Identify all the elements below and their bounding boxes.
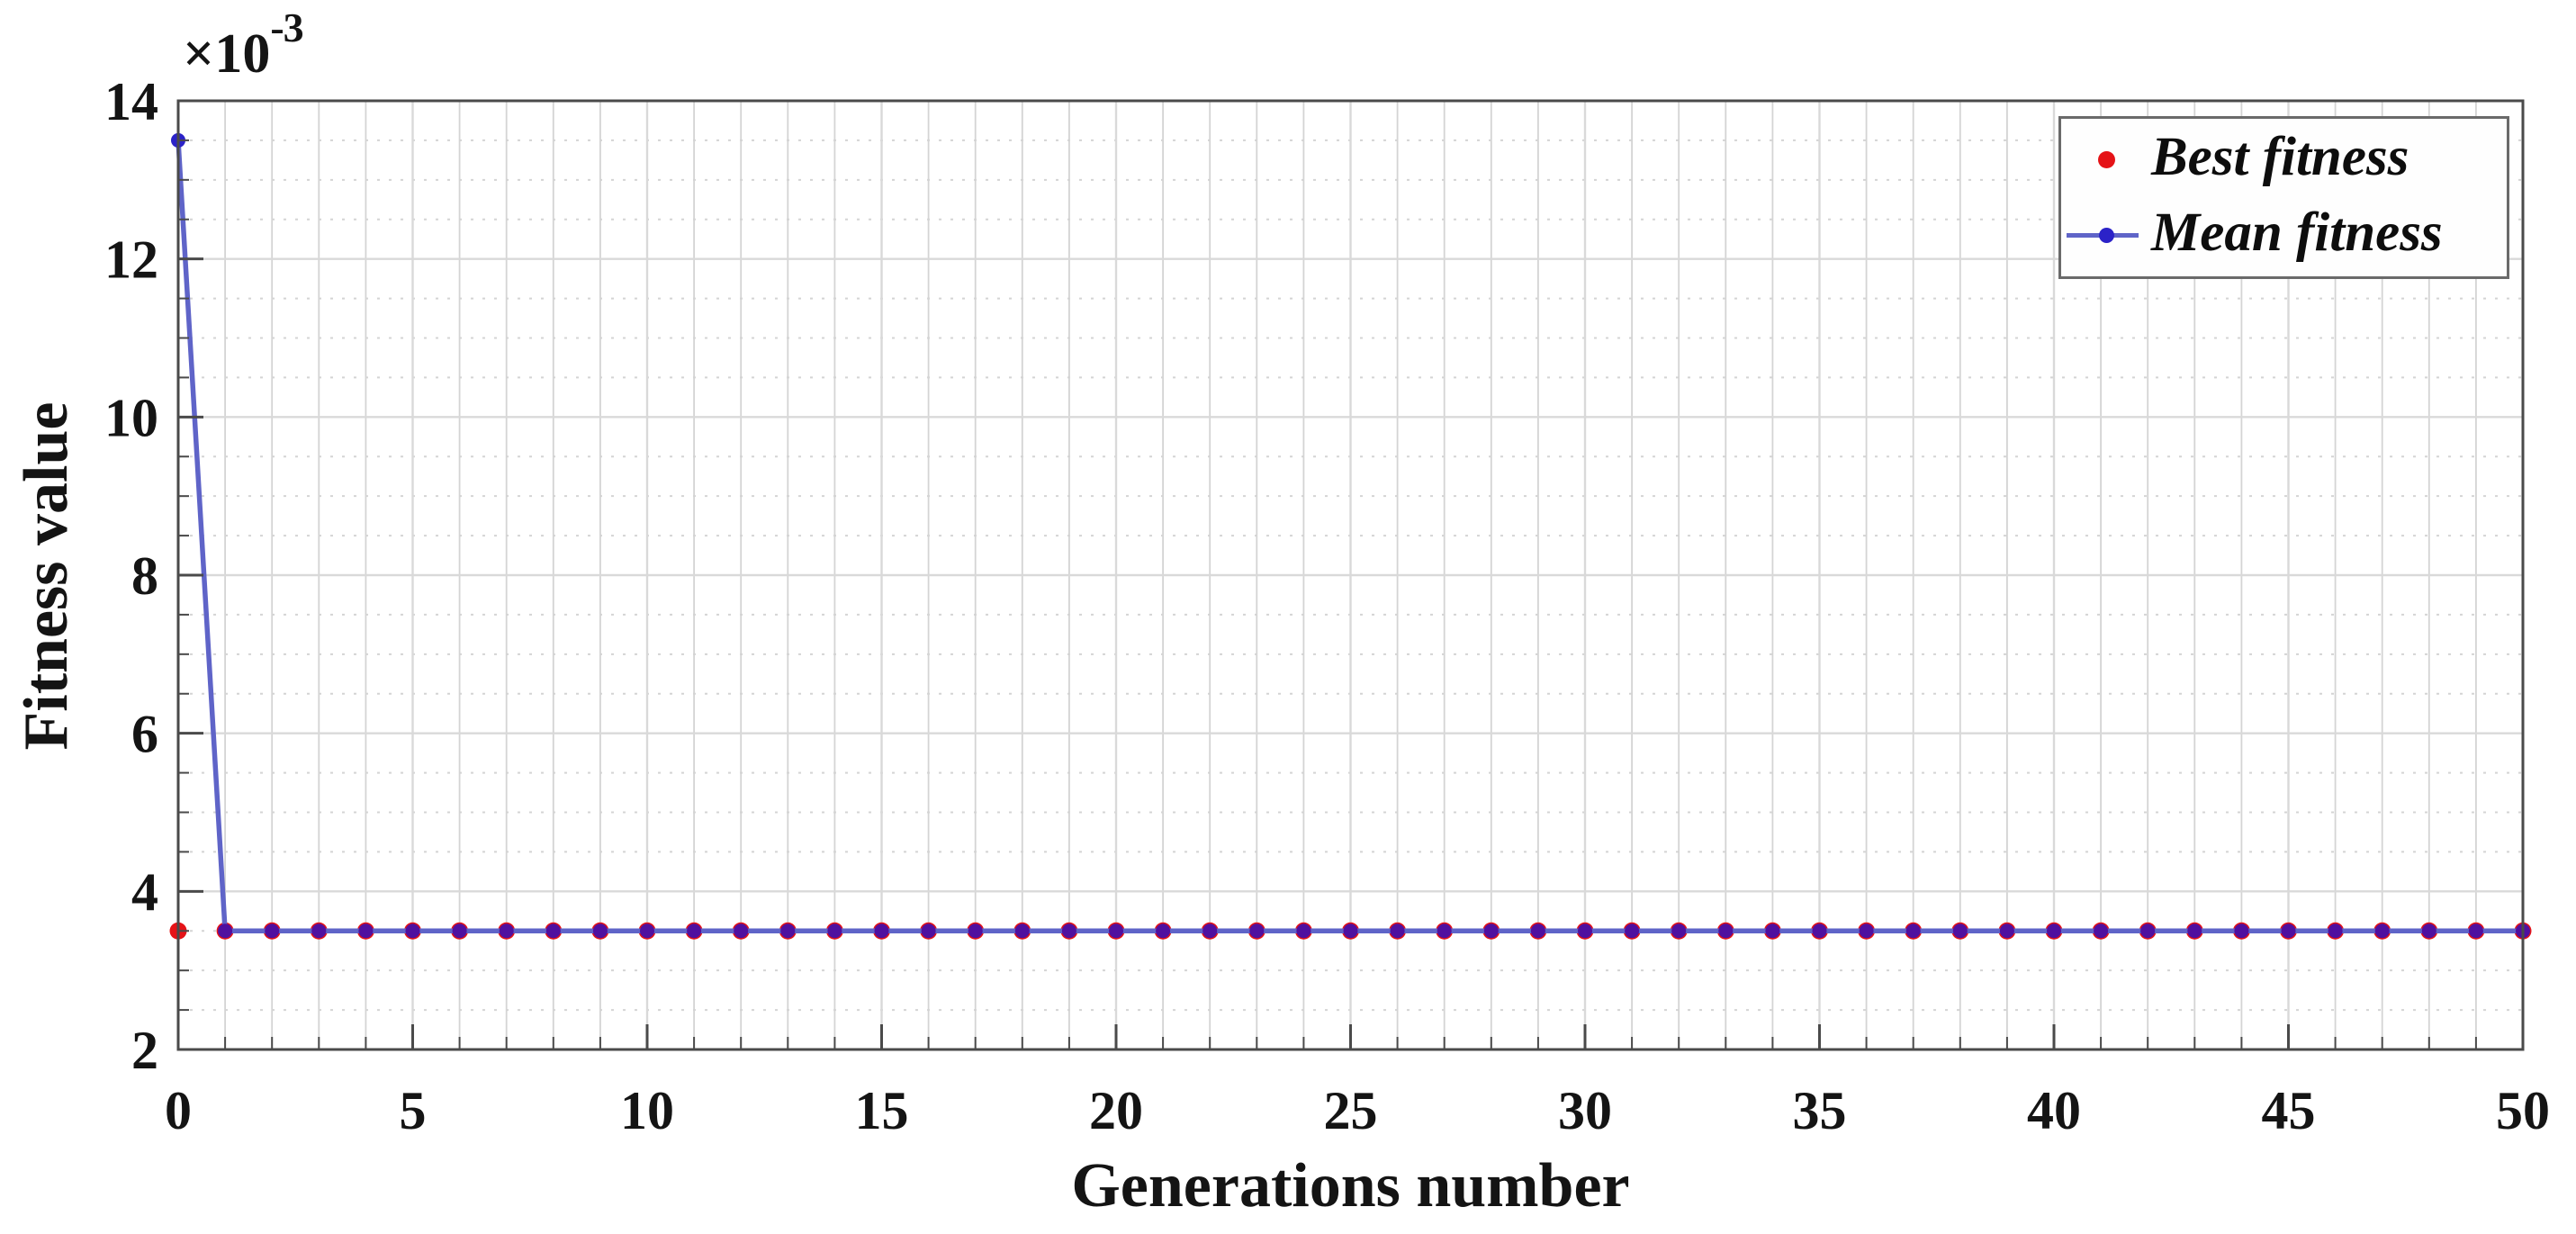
y-axis-exponent-base: ×10 (183, 23, 271, 85)
mean-fitness-point (968, 923, 983, 939)
mean-fitness-point (1859, 923, 1874, 939)
mean-fitness-point (2374, 923, 2390, 939)
y-tick-label: 6 (131, 705, 158, 764)
legend-marker-area (2061, 198, 2151, 274)
x-tick-label: 10 (620, 1081, 674, 1140)
mean-fitness-point (1952, 923, 1968, 939)
y-tick-label: 8 (131, 546, 158, 606)
y-tick-label: 10 (104, 388, 158, 447)
mean-fitness-point (1343, 923, 1358, 939)
mean-fitness-point (1578, 923, 1592, 939)
mean-fitness-point (1390, 923, 1405, 939)
x-tick-label: 35 (1793, 1081, 1847, 1140)
mean-fitness-point (1061, 923, 1076, 939)
legend-item-best-fitness: Best fitness (2061, 122, 2507, 198)
mean-fitness-point (358, 923, 374, 939)
mean-fitness-point (1812, 923, 1827, 939)
mean-fitness-point (1483, 923, 1499, 939)
mean-fitness-point (545, 923, 561, 939)
mean-fitness-point (1437, 923, 1452, 939)
mean-fitness-point (640, 923, 654, 939)
mean-fitness-point (827, 923, 842, 939)
mean-fitness-point (687, 923, 702, 939)
mean-fitness-point (1109, 923, 1123, 939)
mean-fitness-dot-icon (2098, 227, 2114, 243)
x-tick-label: 15 (855, 1081, 909, 1140)
x-tick-label: 30 (1558, 1081, 1612, 1140)
mean-fitness-point (1765, 923, 1780, 939)
best-fitness-dot-icon (2097, 151, 2115, 169)
mean-fitness-point (499, 923, 514, 939)
mean-fitness-point (874, 923, 889, 939)
mean-fitness-point (2234, 923, 2249, 939)
mean-fitness-point (452, 923, 467, 939)
x-tick-label: 50 (2496, 1081, 2550, 1140)
axis-layer (176, 99, 2525, 1051)
legend-label-mean: Mean fitness (2151, 202, 2443, 263)
legend: Best fitness Mean fitness (2058, 116, 2509, 279)
mean-fitness-point (1999, 923, 2014, 939)
mean-fitness-point (265, 923, 280, 939)
y-axis-title: Fitness value (12, 401, 81, 751)
x-tick-label: 45 (2262, 1081, 2316, 1140)
x-tick-label: 40 (2027, 1081, 2081, 1140)
mean-fitness-point (311, 923, 327, 939)
x-tick-label: 0 (165, 1081, 192, 1140)
mean-fitness-point (921, 923, 936, 939)
y-tick-label: 4 (131, 862, 158, 922)
mean-fitness-point (1905, 923, 1921, 939)
mean-fitness-point (1202, 923, 1218, 939)
tick-label-layer: 0 5 10 15 20 25 30 35 40 45 50 2 4 6 8 10 12 14 (104, 72, 2550, 1140)
x-tick-label: 5 (400, 1081, 427, 1140)
mean-fitness-point (218, 923, 233, 939)
x-tick-label: 25 (1324, 1081, 1378, 1140)
mean-fitness-point (1156, 923, 1171, 939)
mean-fitness-point (780, 923, 796, 939)
y-tick-label: 2 (131, 1021, 158, 1080)
legend-marker-area (2061, 122, 2151, 198)
y-tick-label: 14 (104, 72, 158, 131)
mean-fitness-point (1625, 923, 1640, 939)
mean-fitness-point (1671, 923, 1687, 939)
mean-fitness-point (2140, 923, 2156, 939)
legend-item-mean-fitness: Mean fitness (2061, 198, 2507, 274)
mean-fitness-point (2094, 923, 2109, 939)
mean-fitness-point (405, 923, 420, 939)
y-tick-label: 12 (104, 230, 158, 290)
mean-fitness-point (1530, 923, 1545, 939)
x-tick-label: 20 (1089, 1081, 1143, 1140)
mean-fitness-point (592, 923, 608, 939)
mean-fitness-point (2421, 923, 2436, 939)
mean-fitness-point (2281, 923, 2296, 939)
mean-fitness-point (2328, 923, 2343, 939)
mean-fitness-point (1014, 923, 1030, 939)
mean-fitness-point (2187, 923, 2202, 939)
legend-label-best: Best fitness (2151, 127, 2409, 188)
mean-fitness-point (1296, 923, 1311, 939)
series-layer (169, 132, 2532, 940)
x-axis-title: Generations number (1071, 1151, 1630, 1220)
mean-fitness-point (1718, 923, 1734, 939)
mean-fitness-point (2047, 923, 2061, 939)
y-axis-exponent: ×10-3 (183, 5, 304, 85)
mean-fitness-point (734, 923, 749, 939)
mean-fitness-point (2468, 923, 2483, 939)
y-axis-exponent-power: -3 (270, 5, 303, 50)
mean-fitness-point (1249, 923, 1265, 939)
